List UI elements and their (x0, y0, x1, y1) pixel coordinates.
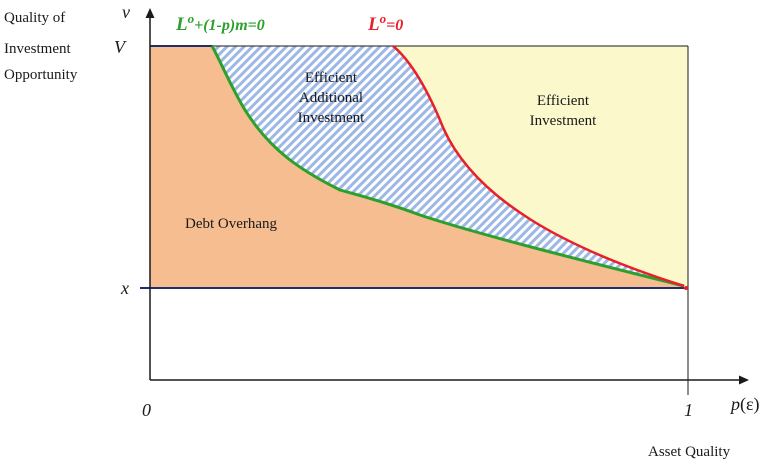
efficient-investment-region (393, 46, 688, 288)
red-curve (392, 45, 685, 288)
efficient-additional-label-line-2: Additional (299, 90, 363, 106)
debt-overhang-label: Debt Overhang (185, 216, 278, 232)
red-curve-label-rest: =0 (386, 17, 403, 34)
red-curve-label-sup: o (380, 11, 387, 26)
y-axis-arrowhead (145, 8, 155, 18)
x-tick-0: 0 (142, 400, 151, 420)
green-curve-label: Lo+(1-p)m=0 (175, 11, 265, 35)
curve-meeting-point (684, 286, 688, 290)
debt-overhang-region (150, 46, 684, 288)
green-curve-label-rest: +(1-p)m=0 (194, 17, 265, 34)
red-curve-label-L: L (367, 14, 380, 35)
y-tick-V: V (114, 37, 127, 57)
y-axis-title-line-2: Investment (4, 41, 71, 57)
y-tick-x: x (120, 278, 129, 298)
efficient-investment-label-line-2: Investment (530, 113, 597, 129)
green-curve-label-sup: o (188, 11, 195, 26)
x-tick-1: 1 (684, 400, 693, 420)
x-axis-variable-p: p (729, 394, 740, 414)
x-axis-title: Asset Quality (648, 444, 731, 460)
green-curve-label-L: L (175, 14, 188, 35)
x-axis-variable: p(ε) (729, 394, 760, 415)
red-curve-label: Lo=0 (367, 11, 403, 35)
y-axis-title-line-3: Opportunity (4, 67, 78, 83)
x-axis-arrowhead (739, 375, 749, 385)
y-axis-title-line-1: Quality of (4, 10, 65, 26)
efficient-additional-label-line-3: Investment (298, 110, 365, 126)
efficient-investment-label-line-1: Efficient (537, 93, 590, 109)
x-axis-variable-arg: (ε) (740, 394, 760, 415)
green-curve (210, 45, 685, 288)
efficient-additional-investment-region (212, 46, 684, 288)
efficient-additional-label-line-1: Efficient (305, 70, 358, 86)
y-axis-variable: v (122, 2, 130, 22)
